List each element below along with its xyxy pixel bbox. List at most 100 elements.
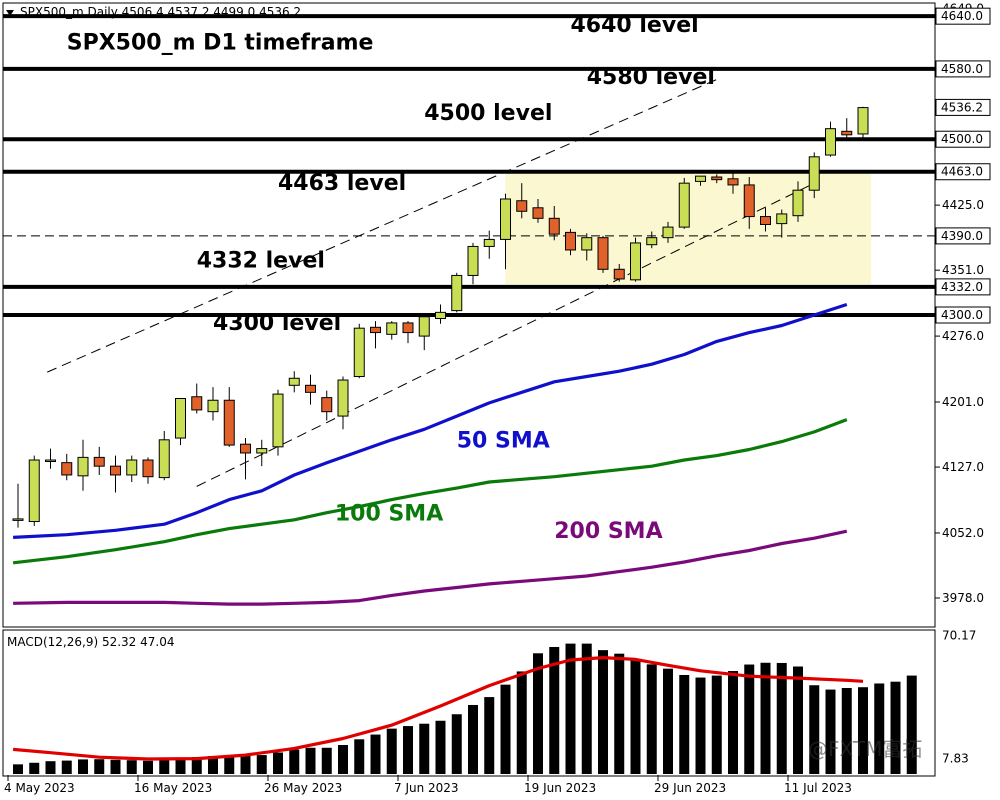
price-level-tag (935, 278, 991, 296)
candle (240, 438, 251, 480)
candle-body (353, 327, 365, 378)
candle-body (743, 184, 755, 218)
candle-body (711, 176, 723, 181)
macd-histogram-bar (500, 684, 511, 775)
price-level-tag-label: 4536.2 (941, 100, 983, 114)
candle-body (760, 216, 771, 225)
macd-histogram-bar (695, 677, 706, 775)
candle-body (467, 245, 479, 276)
candle (77, 439, 89, 491)
macd-histogram-bar (403, 726, 413, 775)
candle-body (175, 397, 186, 439)
candle-body (223, 399, 235, 446)
candle (500, 193, 511, 270)
annotations-layer: SPX500_m D1 timeframe 4640 level 4580 leve… (67, 13, 715, 544)
date-tick-label: 7 Jun 2023 (394, 781, 459, 795)
macd-histogram-bar (484, 697, 495, 775)
candle-body (808, 156, 820, 191)
candle-body (110, 465, 121, 476)
macd-histogram-bar (581, 643, 592, 775)
candle-body (581, 237, 593, 251)
candle (695, 175, 706, 186)
price-level-tag (935, 227, 991, 245)
candle-body (662, 226, 674, 239)
candle-body (841, 130, 853, 136)
macd-histogram-bar (679, 674, 690, 775)
date-tick-label: 29 Jun 2023 (654, 781, 726, 795)
macd-histogram-bar (890, 681, 901, 775)
candle (825, 121, 836, 157)
macd-histogram-bar (906, 675, 917, 775)
candle-body (825, 128, 836, 156)
candle-body (402, 322, 414, 334)
candle-body (191, 396, 203, 411)
candle-body (12, 518, 24, 521)
macd-histogram-bar (354, 739, 365, 775)
date-tick-label: 19 Jun 2023 (524, 781, 596, 795)
price-level-tag (935, 7, 991, 25)
candle (402, 321, 414, 344)
candle (28, 455, 40, 526)
candle (272, 389, 284, 456)
macd-histogram-bar (78, 759, 88, 775)
100-sma-label: 100 SMA (335, 502, 443, 527)
4580-level-label: 4580 level (587, 65, 715, 90)
macd-histogram-bar (175, 758, 186, 775)
price-tick-label: 4201.0 (942, 395, 984, 409)
candle-body (272, 393, 284, 448)
macd-histogram-bar (435, 720, 446, 775)
candle (613, 264, 625, 282)
candle (808, 152, 820, 199)
candle-body (240, 443, 251, 454)
candles-group (12, 106, 869, 528)
macd-histogram-bar (386, 728, 397, 775)
channel-upper-line (47, 79, 717, 373)
macd-histogram-bar (728, 671, 738, 775)
4332-level-label: 4332 level (197, 249, 325, 274)
candle (175, 397, 186, 446)
macd-histogram-bar (289, 749, 300, 775)
candle (12, 483, 24, 528)
candle (516, 183, 528, 219)
4300-level-label: 4300 level (213, 311, 341, 336)
price-tick-label: 4425.0 (942, 198, 984, 212)
candle-body (646, 237, 658, 246)
macd-histogram-bar (516, 671, 527, 775)
candle (158, 431, 170, 481)
candle-body (370, 326, 381, 334)
candle-body (288, 377, 300, 386)
candle (483, 230, 495, 259)
candle (792, 181, 804, 222)
macd-histogram-bar (208, 756, 218, 775)
candle-body (337, 379, 349, 417)
date-axis: 4 May 2023 16 May 2023 26 May 2023 7 Jun 20… (4, 775, 852, 795)
macd-histogram-bar (825, 689, 836, 775)
candle-body (565, 231, 576, 251)
symbol-header: SPX500_m,Daily 4506.4 4537.2 4499.0 4536… (20, 5, 301, 19)
macd-histogram-bar (143, 760, 153, 775)
candle-body (305, 384, 316, 393)
price-level-tag-label: 4640.0 (941, 9, 983, 23)
candle (532, 198, 544, 223)
price-level-tag (935, 60, 991, 78)
candle-body (776, 213, 788, 225)
macd-histogram-bar (874, 683, 885, 775)
candle (857, 106, 869, 141)
candle (126, 455, 138, 482)
candle (288, 371, 300, 393)
macd-histogram-bar (646, 664, 657, 775)
candle-body (418, 316, 430, 337)
macd-histogram-bar (760, 662, 771, 775)
macd-signal-line (12, 656, 864, 761)
dropdown-triangle-icon[interactable] (6, 10, 14, 16)
candle-body (77, 456, 89, 477)
candle-body (630, 242, 641, 281)
macd-histogram-bar (13, 764, 23, 775)
200-sma-line (13, 529, 848, 606)
trend-channel-layer (47, 79, 815, 487)
macd-histogram-bar (110, 759, 121, 775)
candle-body (792, 189, 804, 217)
date-tick-label: 16 May 2023 (134, 781, 212, 795)
macd-histogram-bar (419, 723, 430, 775)
